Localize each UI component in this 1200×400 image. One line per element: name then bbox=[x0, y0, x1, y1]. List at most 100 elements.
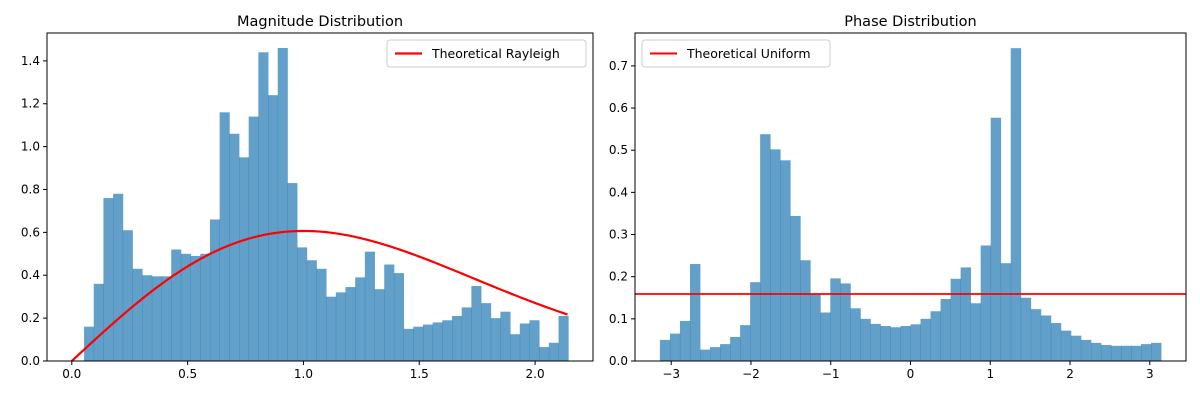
magnitude-hist-bar bbox=[248, 116, 259, 361]
phase-legend: Theoretical Uniform bbox=[641, 39, 831, 68]
phase-hist-bar bbox=[940, 299, 951, 361]
magnitude-hist-bar bbox=[519, 323, 530, 361]
magnitude-y-tick-label: 1.0 bbox=[21, 140, 40, 154]
magnitude-y-tick-label: 1.2 bbox=[21, 97, 40, 111]
magnitude-histogram-bars bbox=[84, 48, 569, 362]
magnitude-hist-bar bbox=[297, 247, 308, 361]
magnitude-x-tick-label: 0.5 bbox=[178, 367, 197, 381]
magnitude-panel: Magnitude Distribution 0.0 0.5 1.0 1.5 2.0 0… bbox=[21, 14, 594, 381]
magnitude-hist-bar bbox=[422, 324, 434, 361]
magnitude-hist-bar bbox=[413, 326, 424, 361]
magnitude-hist-bar bbox=[364, 251, 375, 361]
magnitude-hist-bar bbox=[238, 157, 250, 361]
phase-hist-bar bbox=[1070, 335, 1082, 361]
magnitude-hist-bar bbox=[287, 183, 298, 361]
magnitude-x-tick-label: 2.0 bbox=[526, 367, 545, 381]
phase-hist-bar bbox=[659, 339, 671, 361]
magnitude-hist-bar bbox=[432, 322, 443, 361]
phase-y-tick-label: 0.4 bbox=[609, 185, 628, 199]
phase-x-tick-label: 3 bbox=[1146, 367, 1154, 381]
phase-hist-bar bbox=[1060, 330, 1072, 361]
phase-hist-bar bbox=[970, 303, 982, 361]
magnitude-hist-bar bbox=[326, 296, 337, 361]
magnitude-hist-bar bbox=[548, 342, 559, 361]
magnitude-x-ticks: 0.0 0.5 1.0 1.5 2.0 bbox=[62, 361, 545, 381]
phase-y-tick-label: 0.3 bbox=[609, 228, 628, 242]
magnitude-y-tick-label: 0.2 bbox=[21, 311, 40, 325]
magnitude-x-tick-label: 0.0 bbox=[62, 367, 81, 381]
phase-x-tick-label: −2 bbox=[742, 367, 760, 381]
phase-panel: Phase Distribution −3 −2 −1 0 1 2 3 0.00.10.20… bbox=[609, 14, 1187, 381]
phase-hist-bar bbox=[1141, 344, 1152, 361]
magnitude-hist-bar bbox=[132, 268, 143, 361]
magnitude-hist-bar bbox=[558, 315, 569, 361]
magnitude-hist-bar bbox=[374, 289, 385, 361]
phase-hist-bar bbox=[730, 336, 741, 361]
phase-hist-bar bbox=[900, 326, 911, 361]
phase-hist-bar bbox=[1080, 339, 1092, 361]
phase-hist-bar bbox=[770, 149, 781, 361]
phase-hist-bar bbox=[850, 308, 861, 361]
magnitude-hist-bar bbox=[229, 133, 240, 361]
phase-hist-bar bbox=[710, 347, 721, 361]
phase-y-tick-label: 0.1 bbox=[609, 312, 628, 326]
magnitude-hist-bar bbox=[93, 283, 104, 361]
phase-hist-bar bbox=[1050, 323, 1062, 361]
phase-hist-bar bbox=[1090, 342, 1102, 361]
phase-hist-bar bbox=[750, 282, 761, 361]
phase-hist-bar bbox=[930, 311, 941, 361]
phase-hist-bar bbox=[1030, 309, 1042, 361]
magnitude-y-tick-label: 0.8 bbox=[21, 182, 40, 196]
phase-legend-label: Theoretical Uniform bbox=[686, 46, 811, 61]
magnitude-hist-bar bbox=[384, 264, 395, 361]
phase-hist-bar bbox=[920, 318, 931, 361]
phase-x-tick-label: 2 bbox=[1066, 367, 1074, 381]
magnitude-hist-bar bbox=[219, 112, 230, 362]
magnitude-axes-frame bbox=[46, 32, 594, 362]
phase-x-tick-label: 0 bbox=[907, 367, 915, 381]
magnitude-x-tick-label: 1.5 bbox=[410, 367, 429, 381]
magnitude-hist-bar bbox=[345, 287, 356, 361]
magnitude-hist-bar bbox=[306, 260, 317, 361]
magnitude-y-tick-label: 0.0 bbox=[21, 354, 40, 368]
magnitude-hist-bar bbox=[393, 273, 405, 361]
magnitude-hist-bar bbox=[151, 276, 162, 361]
phase-hist-bar bbox=[790, 215, 801, 361]
phase-x-ticks: −3 −2 −1 0 1 2 3 bbox=[662, 361, 1154, 381]
phase-y-tick-label: 0.5 bbox=[609, 143, 628, 157]
phase-hist-bar bbox=[830, 278, 841, 361]
magnitude-hist-bar bbox=[190, 255, 201, 361]
phase-hist-bar bbox=[800, 260, 811, 361]
rayleigh-curve-line bbox=[71, 229, 568, 362]
phase-x-tick-label: −1 bbox=[822, 367, 840, 381]
magnitude-hist-bar bbox=[180, 253, 191, 361]
phase-hist-bar bbox=[870, 323, 881, 361]
magnitude-hist-bar bbox=[103, 198, 114, 361]
phase-hist-bar bbox=[700, 349, 711, 361]
phase-hist-bar bbox=[689, 264, 701, 361]
phase-hist-bar bbox=[1000, 263, 1012, 361]
phase-hist-bar bbox=[840, 283, 851, 361]
phase-hist-bar bbox=[980, 245, 992, 361]
phase-x-tick-label: 1 bbox=[986, 367, 994, 381]
magnitude-y-tick-label: 1.4 bbox=[21, 54, 40, 68]
phase-x-tick-label: −3 bbox=[662, 367, 680, 381]
phase-hist-bar bbox=[820, 312, 831, 361]
phase-histogram-bars bbox=[659, 48, 1162, 362]
magnitude-hist-bar bbox=[481, 303, 492, 361]
magnitude-legend: Theoretical Rayleigh bbox=[386, 39, 587, 68]
magnitude-hist-bar bbox=[510, 334, 521, 361]
magnitude-hist-bar bbox=[403, 328, 414, 361]
magnitude-x-tick-label: 1.0 bbox=[294, 367, 313, 381]
phase-y-ticks: 0.0 0.1 0.2 0.3 0.4 0.5 0.6 0.7 bbox=[609, 59, 635, 368]
magnitude-hist-bar bbox=[452, 315, 463, 361]
magnitude-hist-bar bbox=[316, 268, 327, 361]
phase-y-tick-label: 0.7 bbox=[609, 59, 628, 73]
phase-hist-bar bbox=[810, 294, 821, 361]
phase-hist-bar bbox=[960, 267, 972, 361]
phase-hist-bar bbox=[1040, 315, 1052, 361]
phase-hist-bar bbox=[990, 117, 1002, 361]
phase-y-tick-label: 0.6 bbox=[609, 101, 628, 115]
magnitude-legend-label: Theoretical Rayleigh bbox=[431, 46, 560, 61]
